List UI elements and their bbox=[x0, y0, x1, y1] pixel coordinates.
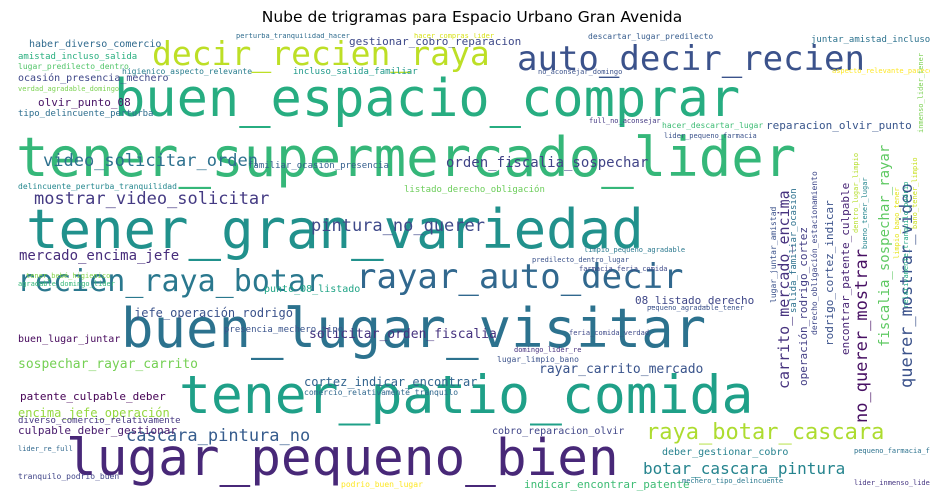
word: cascara_pintura_no bbox=[126, 426, 311, 446]
word: diverso_comercio_relativamente bbox=[18, 416, 181, 426]
word: video_solicitar_orden bbox=[43, 151, 258, 171]
word: inmenso_lider_tener bbox=[917, 52, 925, 133]
word: lider_inmenso_lider bbox=[854, 479, 930, 487]
word: mercado_encima_jefe bbox=[19, 248, 180, 264]
word: no_aconsejar_domingo bbox=[538, 68, 623, 76]
word: recien_raya_botar bbox=[17, 264, 325, 299]
word: olvir_punto_08 bbox=[38, 96, 131, 109]
word: full_no_aconsejar bbox=[589, 117, 661, 125]
word: tipo_delincuente_perturba bbox=[18, 109, 154, 119]
word: hacer_descartar_lugar bbox=[662, 121, 764, 130]
word: deber_gestionar_cobro bbox=[662, 447, 789, 458]
word: buen_espacio_comprar bbox=[114, 69, 741, 129]
word: tener_supermercado_lider bbox=[16, 126, 797, 189]
word: cobro_reparacion_olvir bbox=[492, 426, 625, 437]
word: mostrar_video_solicitar bbox=[34, 189, 270, 209]
word: incluso_salida_familiar bbox=[293, 67, 418, 77]
word: tener_patio_comida bbox=[179, 365, 754, 426]
word: haber_diverso_comercio bbox=[29, 39, 162, 50]
word: familiar_ocasión_presencia bbox=[248, 161, 389, 171]
word: ocasión_presencia_mechero bbox=[18, 73, 169, 84]
word: derecho_obligación_estacionamiento bbox=[810, 171, 819, 335]
word: predilecto_dentro_lugar bbox=[532, 256, 629, 264]
word: agradable_domingo_lider bbox=[18, 280, 115, 288]
word: botar_cascara_pintura bbox=[643, 459, 846, 478]
word: presencia_mechero_tipo bbox=[224, 325, 344, 335]
word: culpable_deber_gestionar bbox=[18, 424, 177, 437]
word: no_querer_mostrar bbox=[852, 249, 872, 423]
word: descartar_lugar_predilecto bbox=[588, 33, 714, 41]
word: farmacia_feria_comida bbox=[579, 265, 668, 273]
word: indicar_encontrar_patente bbox=[524, 478, 690, 491]
word: tener_bebé_higienico bbox=[26, 272, 111, 280]
word: feria_comida_verdad bbox=[569, 329, 650, 337]
word: salida_familiar_ocasión bbox=[789, 188, 799, 313]
word: fiscalia_sospechar_rayar bbox=[877, 144, 893, 347]
word: operación_rodrigo_cortez bbox=[797, 227, 810, 386]
word: reparacion_olvir_punto bbox=[766, 119, 912, 132]
word: lugar_pequeno_bien bbox=[66, 429, 619, 488]
word: gestionar_cobro_reparacion bbox=[349, 35, 522, 48]
word: solicitar_orden_fiscalia bbox=[309, 327, 497, 342]
word: relativamente_tranquilo_podrio bbox=[902, 181, 910, 308]
word: amistad_incluso_salida bbox=[18, 52, 138, 62]
word: lider_re_full bbox=[18, 445, 73, 453]
word: auto_decir_recien bbox=[517, 39, 865, 79]
word: listado_derecho_obligación bbox=[404, 185, 545, 195]
word: decir_recien_raya bbox=[152, 34, 490, 73]
word: buen_lugar_juntar bbox=[18, 334, 121, 345]
word: punto_08_listado bbox=[264, 284, 361, 295]
word: jefe_operación_rodrigo bbox=[134, 306, 293, 320]
word: encontrar_patente_culpable bbox=[839, 182, 852, 355]
word: limpio_pequeno_agradable bbox=[584, 246, 686, 254]
chart-title: Nube de trigramas para Espacio Urbano Gr… bbox=[261, 8, 683, 26]
word: encima_jefe_operación bbox=[18, 406, 170, 420]
word: rayar_carrito_mercado bbox=[539, 362, 704, 377]
word: verdad_agradable_domingo bbox=[18, 85, 120, 93]
word: hacer_compras_lider bbox=[414, 33, 495, 40]
word-cloud: tener_supermercado_lider buen_espacio_co… bbox=[14, 33, 930, 495]
word: raya_botar_cascara bbox=[646, 420, 885, 445]
word: pequeno_farmacia_feria bbox=[854, 447, 930, 455]
word: delincuente_perturba_tranquilidad bbox=[18, 182, 177, 191]
word: cortez_indicar_encontrar bbox=[304, 375, 478, 389]
word: bueno_tener_lugar bbox=[861, 177, 869, 249]
word: patente_culpable_deber bbox=[20, 390, 166, 403]
word: domingo_lider_re bbox=[514, 346, 582, 354]
word: orden_fiscalia_sospechar bbox=[446, 155, 649, 171]
word: podrio_buen_lugar bbox=[341, 480, 423, 489]
word: lugar_juntar_amistad bbox=[769, 206, 778, 303]
word: mechero_tipo_delincuente bbox=[682, 477, 784, 485]
word: 08_listado_derecho bbox=[635, 294, 755, 307]
word: lugar_predilecto_dentro bbox=[18, 62, 129, 71]
word: lugar_limpio_bano bbox=[497, 355, 579, 364]
word: limpio_bano_tener bbox=[893, 187, 901, 259]
word: rodrigo_cortez_indicar bbox=[823, 200, 836, 346]
word: lider_pequeno_farmacia bbox=[664, 132, 757, 140]
word: pintura_no_querer bbox=[311, 216, 485, 236]
word: dentro_lugar_limpio bbox=[852, 152, 860, 233]
word: buen_lugar_visitar bbox=[121, 297, 707, 360]
word: comercio_relativamente_tranquilo bbox=[304, 388, 459, 397]
word: tranquilo_podrio_buen bbox=[18, 472, 120, 481]
word: perturba_tranquilidad_hacer bbox=[236, 33, 350, 40]
word: pequeno_agradable_tener bbox=[647, 304, 744, 312]
word: juntar_amistad_incluso bbox=[811, 35, 930, 45]
word: higienico_aspecto_relevante bbox=[122, 67, 253, 76]
word: sospechar_rayar_carrito bbox=[18, 357, 199, 372]
word: aspecto_relevante_parecer bbox=[832, 67, 930, 75]
word: bano_tener_limpio bbox=[911, 157, 919, 229]
word: tener_gran_variedad bbox=[26, 198, 644, 261]
word: rayar_auto_decir bbox=[356, 257, 684, 297]
